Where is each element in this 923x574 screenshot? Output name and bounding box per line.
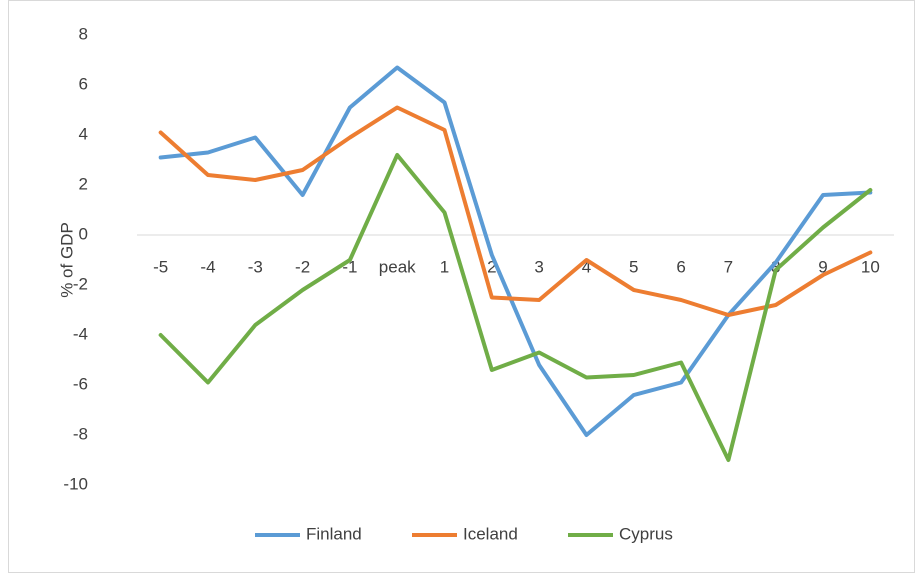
y-tick-label: -10 <box>63 474 88 493</box>
series-line <box>158 153 873 462</box>
x-tick-label: 4 <box>582 257 591 276</box>
chart-border <box>8 0 915 573</box>
x-tick-label: 10 <box>861 257 880 276</box>
y-tick-label: -4 <box>73 324 88 343</box>
x-tick-label: peak <box>379 257 416 276</box>
y-tick-label: 2 <box>79 174 88 193</box>
x-tick-label: 2 <box>487 257 496 276</box>
x-tick-label: -2 <box>295 257 310 276</box>
x-tick-label: 9 <box>818 257 827 276</box>
x-tick-label: 6 <box>676 257 685 276</box>
series-line <box>158 105 873 317</box>
legend-label: Cyprus <box>619 524 673 543</box>
x-tick-label: -3 <box>248 257 263 276</box>
x-tick-label: -4 <box>200 257 215 276</box>
series-line <box>158 65 873 437</box>
x-tick-label: 7 <box>724 257 733 276</box>
y-tick-label: 8 <box>79 24 88 43</box>
y-tick-label: -2 <box>73 274 88 293</box>
legend-label: Finland <box>306 524 362 543</box>
x-tick-label: 5 <box>629 257 638 276</box>
x-tick-label: -5 <box>153 257 168 276</box>
x-tick-label: 1 <box>440 257 449 276</box>
y-tick-label: -8 <box>73 424 88 443</box>
legend-label: Iceland <box>463 524 518 543</box>
y-tick-label: 4 <box>79 124 88 143</box>
x-tick-label: 3 <box>534 257 543 276</box>
y-tick-label: 6 <box>79 74 88 93</box>
y-tick-label: -6 <box>73 374 88 393</box>
y-tick-label: 0 <box>79 224 88 243</box>
y-axis-title: % of GDP <box>57 222 76 298</box>
x-tick-label: 8 <box>771 257 780 276</box>
